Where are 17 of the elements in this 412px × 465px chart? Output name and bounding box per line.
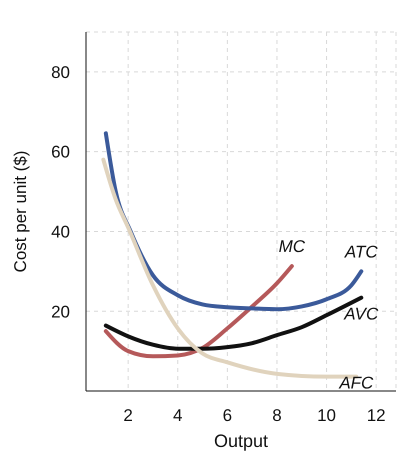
x-tick-label: 8 [272, 406, 282, 426]
series-label: MC [278, 237, 306, 256]
series-label: ATC [344, 242, 378, 262]
series-label: AFC [338, 374, 374, 393]
x-tick-label: 6 [222, 406, 232, 426]
x-tick-label: 4 [173, 406, 182, 426]
y-axis-title: Cost per unit ($) [11, 150, 30, 272]
line-series [104, 264, 294, 358]
x-tick-label: 10 [317, 406, 336, 426]
x-axis-title: Output [214, 431, 268, 451]
y-tick-label: 80 [51, 62, 70, 82]
y-tick-label: 40 [51, 222, 70, 242]
x-tick-label: 12 [366, 406, 386, 426]
series-label: AVC [343, 304, 380, 324]
x-tick-label: 2 [123, 406, 133, 426]
y-tick-label: 20 [51, 302, 70, 322]
y-tick-label: 60 [51, 142, 70, 162]
